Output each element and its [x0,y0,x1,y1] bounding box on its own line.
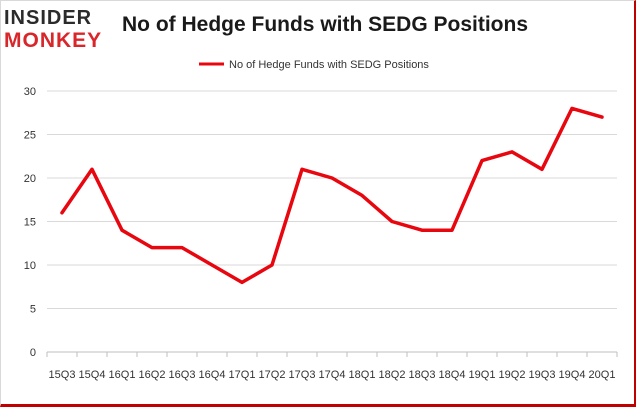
y-tick-label: 10 [24,260,36,272]
legend-label: No of Hedge Funds with SEDG Positions [229,59,429,71]
x-axis [46,351,618,357]
x-tick-label: 16Q2 [139,369,166,381]
x-tick-label: 19Q1 [469,369,496,381]
y-axis-labels: 0 5 10 15 20 25 30 [24,86,36,359]
data-point [510,150,514,154]
x-tick-label: 18Q4 [439,369,466,381]
x-tick-label: 16Q1 [109,369,136,381]
data-point [480,159,484,163]
data-point [60,211,64,215]
data-point [180,246,184,250]
logo-line-1: INSIDER [4,7,93,29]
x-tick-label: 20Q1 [589,369,616,381]
data-point [420,228,424,232]
data-point [150,246,154,250]
x-tick-label: 19Q3 [529,369,556,381]
x-tick-label: 17Q2 [259,369,286,381]
insider-monkey-logo: INSIDER MONKEY [4,6,116,52]
x-tick-label: 18Q3 [409,369,436,381]
legend: No of Hedge Funds with SEDG Positions [199,59,429,71]
data-point [270,263,274,267]
logo-line-2: MONKEY [4,29,103,52]
y-tick-label: 30 [24,86,36,98]
y-tick-label: 0 [30,347,36,359]
data-point [240,280,244,284]
x-tick-label: 17Q4 [319,369,346,381]
x-tick-label: 19Q2 [499,369,526,381]
x-tick-label: 17Q1 [229,369,256,381]
y-tick-label: 20 [24,173,36,185]
data-point [120,228,124,232]
series-layer [60,106,604,285]
y-tick-label: 15 [24,217,36,229]
data-point [600,115,604,119]
y-tick-label: 25 [24,130,36,142]
data-point [450,228,454,232]
data-point [90,167,94,171]
data-point [300,167,304,171]
x-tick-label: 16Q4 [199,369,226,381]
x-tick-label: 18Q1 [349,369,376,381]
data-point [540,167,544,171]
data-point [390,220,394,223]
data-point [360,193,364,197]
x-tick-label: 16Q3 [169,369,196,381]
data-point [330,176,334,180]
chart-title: No of Hedge Funds with SEDG Positions [122,13,529,36]
x-tick-label: 15Q3 [49,369,76,381]
data-point [210,263,214,267]
x-axis-labels: 15Q3 15Q4 16Q1 16Q2 16Q3 16Q4 17Q1 17Q2 17Q3 17Q4… [49,369,616,381]
x-tick-label: 17Q3 [289,369,316,381]
data-point [570,106,574,110]
gridlines [47,90,617,353]
y-tick-label: 5 [30,304,36,316]
x-tick-label: 15Q4 [79,369,106,381]
x-tick-label: 19Q4 [559,369,586,381]
x-tick-label: 18Q2 [379,369,406,381]
